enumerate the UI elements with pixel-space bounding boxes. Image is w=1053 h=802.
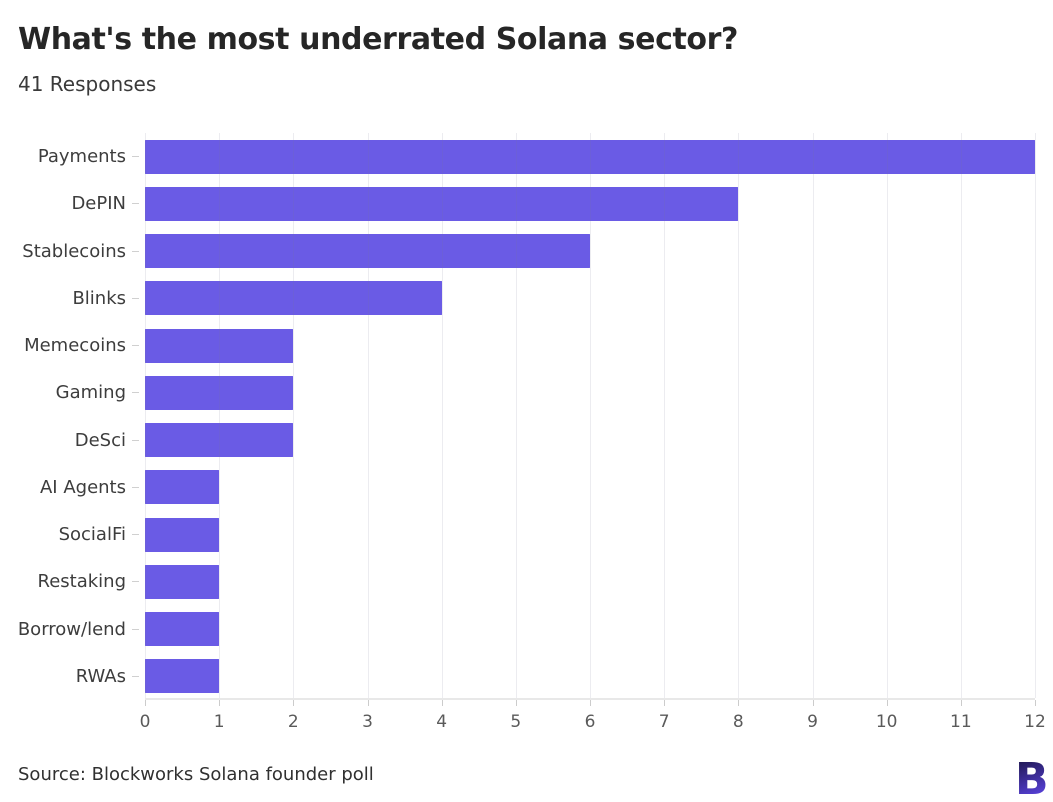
bar-gaming [145, 375, 294, 410]
axis-tick-mark-9 [812, 700, 814, 706]
category-row-stablecoins: Stablecoins [0, 228, 139, 275]
axis-tick-mark-0 [145, 700, 146, 706]
category-row-desci: DeSci [0, 417, 139, 464]
gridline-9 [812, 133, 814, 698]
category-label-gaming: Gaming [55, 382, 126, 404]
category-label-borrow-lend: Borrow/lend [17, 618, 126, 640]
category-tick-mark [132, 486, 139, 488]
category-tick-mark [132, 439, 139, 441]
category-label-desci: DeSci [74, 429, 126, 451]
x-tick-label-5: 5 [510, 712, 522, 732]
category-label-depin: DePIN [71, 193, 126, 215]
category-row-restaking: Restaking [0, 558, 139, 605]
logo-letter: B [1015, 754, 1048, 798]
bar-socialfi [145, 517, 220, 552]
x-axis: 0 1 2 3 4 5 6 7 8 9 10 11 12 [140, 700, 1046, 734]
category-tick-mark [132, 203, 139, 205]
category-row-rwas: RWAs [0, 653, 139, 700]
gridline-11 [960, 133, 962, 698]
bar-chart: Payments DePIN Stablecoins Blinks Memecoins G… [0, 133, 1053, 733]
axis-tick-mark-3 [367, 700, 369, 706]
gridline-8 [738, 133, 740, 698]
bar-borrow-lend [145, 612, 220, 647]
axis-tick-mark-8 [738, 700, 740, 706]
blockworks-logo: B [1014, 754, 1049, 802]
category-tick-mark [132, 297, 139, 299]
category-label-ai-agents: AI Agents [39, 476, 126, 498]
x-tick-label-0: 0 [139, 712, 151, 732]
category-row-borrow-lend: Borrow/lend [0, 606, 139, 653]
category-label-stablecoins: Stablecoins [22, 240, 126, 262]
category-axis: Payments DePIN Stablecoins Blinks Memecoins G… [0, 133, 139, 700]
axis-tick-mark-2 [293, 700, 295, 706]
bar-ai-agents [145, 470, 220, 505]
x-tick-label-3: 3 [362, 712, 373, 732]
bar-depin [145, 186, 739, 221]
category-tick-mark [132, 392, 139, 394]
source-caption: Source: Blockworks Solana founder poll [18, 764, 374, 785]
bar-stablecoins [145, 234, 590, 269]
x-tick-label-6: 6 [584, 712, 596, 732]
bar-memecoins [145, 328, 294, 363]
axis-tick-mark-7 [664, 700, 666, 706]
category-tick-mark [132, 534, 139, 536]
category-label-restaking: Restaking [37, 571, 127, 593]
axis-tick-mark-11 [960, 700, 962, 706]
chart-subtitle: 41 Responses [18, 72, 157, 96]
category-row-memecoins: Memecoins [0, 322, 139, 369]
gridline-10 [886, 133, 888, 698]
category-label-blinks: Blinks [72, 287, 126, 309]
x-tick-label-10: 10 [875, 712, 898, 732]
axis-tick-mark-5 [515, 700, 517, 706]
bar-payments [145, 139, 1035, 174]
bar-restaking [145, 564, 220, 599]
x-tick-label-1: 1 [213, 712, 225, 732]
x-tick-label-11: 11 [950, 712, 972, 732]
category-row-depin: DePIN [0, 180, 139, 227]
category-tick-mark [132, 675, 139, 677]
category-tick-mark [132, 628, 139, 630]
category-tick-mark [132, 250, 139, 252]
bar-desci [145, 423, 294, 458]
category-label-payments: Payments [37, 146, 126, 168]
x-tick-label-4: 4 [436, 712, 448, 732]
category-row-gaming: Gaming [0, 369, 139, 416]
axis-tick-mark-12 [1035, 700, 1036, 706]
category-tick-mark [132, 581, 139, 583]
gridline-12 [1035, 133, 1036, 698]
blockworks-b-icon: B [1015, 754, 1049, 802]
category-label-socialfi: SocialFi [58, 524, 126, 546]
category-row-socialfi: SocialFi [0, 511, 139, 558]
category-row-blinks: Blinks [0, 275, 139, 322]
x-tick-label-12: 12 [1024, 712, 1046, 732]
x-tick-label-8: 8 [732, 712, 744, 732]
category-row-ai-agents: AI Agents [0, 464, 139, 511]
category-label-memecoins: Memecoins [24, 335, 126, 357]
bar-blinks [145, 281, 442, 316]
plot-area [145, 133, 1036, 706]
category-label-rwas: RWAs [75, 665, 126, 687]
axis-tick-mark-10 [886, 700, 888, 706]
axis-tick-mark-4 [441, 700, 443, 706]
x-tick-label-2: 2 [287, 712, 299, 732]
category-tick-mark [132, 345, 139, 347]
chart-title: What's the most underrated Solana sector… [18, 22, 739, 57]
bar-rwas [145, 659, 220, 694]
axis-tick-mark-6 [590, 700, 591, 706]
category-tick-mark [132, 156, 139, 158]
category-row-payments: Payments [0, 133, 139, 180]
axis-tick-mark-1 [219, 700, 221, 706]
x-tick-label-9: 9 [807, 712, 818, 732]
x-tick-label-7: 7 [658, 712, 670, 732]
